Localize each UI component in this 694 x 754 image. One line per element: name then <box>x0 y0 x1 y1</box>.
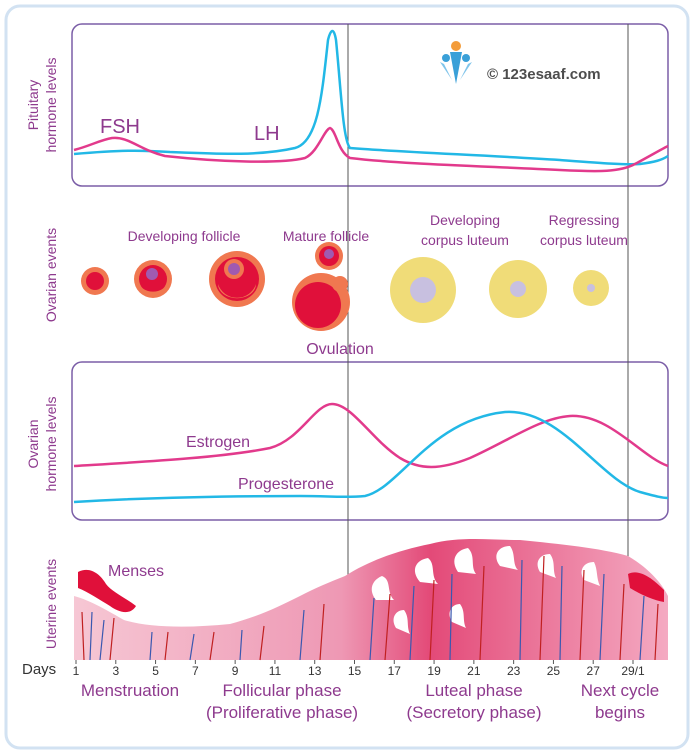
day-tick-label: 15 <box>348 664 362 678</box>
pituitary-panel <box>71 23 669 187</box>
mature-follicle <box>315 242 343 270</box>
follicular-phase-label: Follicular phase <box>222 681 341 700</box>
follicle-2 <box>134 260 172 298</box>
blood-vessels-blue <box>89 559 645 661</box>
regressing-cl-label-2: corpus luteum <box>540 232 628 248</box>
days-label: Days <box>22 661 56 678</box>
pituitary-axis-label: Pituitary <box>25 80 41 131</box>
endometrium-layer <box>74 539 668 660</box>
next-cycle-label: Next cycle <box>581 681 659 700</box>
day-tick-label: 1 <box>73 664 80 678</box>
corpus-luteum-2 <box>489 260 547 318</box>
ovarian-events-axis-label: Ovarian events <box>43 228 59 322</box>
day-tick-label: 7 <box>192 664 199 678</box>
day-tick-label: 17 <box>388 664 402 678</box>
day-tick-label: 21 <box>467 664 481 678</box>
pituitary-axis-label-2: hormone levels <box>43 58 59 153</box>
fsh-label: FSH <box>100 116 140 138</box>
day-tick-label: 25 <box>547 664 561 678</box>
ovarian-hormone-axis-label-2: hormone levels <box>43 397 59 492</box>
blood-vessels-red <box>81 555 659 661</box>
menses-shedding-left <box>78 569 136 613</box>
developing-cl-label: Developing <box>430 212 500 228</box>
day-tick-label: 5 <box>152 664 159 678</box>
day-tick-label: 23 <box>507 664 521 678</box>
day-tick-label: 3 <box>112 664 119 678</box>
secretory-phase-label: (Secretory phase) <box>406 703 541 722</box>
progesterone-curve <box>73 410 669 504</box>
menses-label: Menses <box>108 563 164 580</box>
day-tick-label: 19 <box>427 664 441 678</box>
lh-curve <box>73 29 669 166</box>
proliferative-phase-label: (Proliferative phase) <box>206 703 358 722</box>
day-tick-label: 29/1 <box>621 664 645 678</box>
day-tick-label: 11 <box>269 664 282 678</box>
day-ticks: 1 3 5 7 9 11 13 15 17 19 21 23 25 27 29/1 <box>73 660 645 678</box>
menses-shedding-right <box>628 572 664 602</box>
estrogen-curve <box>73 402 669 469</box>
ruptured-follicle <box>292 273 350 331</box>
corpus-luteum-3 <box>573 270 609 306</box>
corpus-luteum-1 <box>390 257 456 323</box>
menstruation-label: Menstruation <box>81 681 179 700</box>
developing-cl-label-2: corpus luteum <box>421 232 509 248</box>
ovulation-label: Ovulation <box>306 341 374 358</box>
ovarian-hormone-axis-label: Ovarian <box>25 419 41 468</box>
developing-follicle-label: Developing follicle <box>128 228 241 244</box>
logo-icon <box>440 41 472 84</box>
endometrial-glands <box>371 546 600 634</box>
lh-label: LH <box>254 123 280 145</box>
watermark-text: © 123esaaf.com <box>487 66 601 83</box>
day-tick-label: 13 <box>308 664 322 678</box>
mature-follicle-label: Mature follicle <box>283 228 370 244</box>
estrogen-label: Estrogen <box>186 434 250 451</box>
follicle-3 <box>209 251 265 307</box>
progesterone-label: Progesterone <box>238 476 334 493</box>
follicle-1 <box>81 267 109 295</box>
day-tick-label: 9 <box>232 664 239 678</box>
fsh-curve <box>73 126 669 173</box>
regressing-cl-label: Regressing <box>549 212 620 228</box>
luteal-phase-label: Luteal phase <box>425 681 522 700</box>
uterine-axis-label: Uterine events <box>43 559 59 649</box>
ovarian-hormone-panel <box>71 361 669 521</box>
begins-label: begins <box>595 703 645 722</box>
day-tick-label: 27 <box>587 664 601 678</box>
